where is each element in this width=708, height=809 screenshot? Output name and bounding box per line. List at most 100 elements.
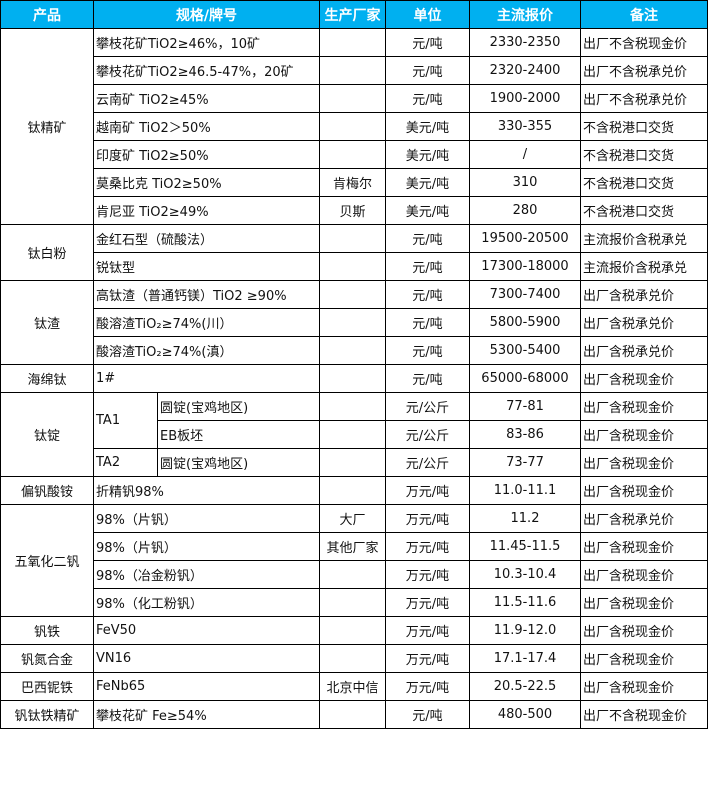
table-row: 98%（片钒） 其他厂家 万元/吨 11.45-11.5 出厂含税现金价 [1, 532, 708, 561]
spec-cell: 98%（冶金粉钒） [93, 560, 320, 589]
table-row: 98%（化工粉钒） 万元/吨 11.5-11.6 出厂含税现金价 [1, 588, 708, 617]
form-cell: 圆锭(宝鸡地区) [157, 392, 320, 421]
maker-cell [319, 420, 386, 449]
unit-cell: 元/吨 [385, 28, 470, 57]
maker-cell [319, 588, 386, 617]
table-row: 五氧化二钒 98%（片钒） 大厂 万元/吨 11.2 出厂含税承兑价 [0, 504, 708, 617]
spec-cell: FeV50 [93, 616, 320, 645]
spec-cell: 云南矿 TiO2≥45% [93, 84, 320, 113]
spec-cell: 越南矿 TiO2＞50% [93, 112, 320, 141]
price-cell: 7300-7400 [469, 280, 581, 309]
price-cell: 5800-5900 [469, 308, 581, 337]
maker-cell: 其他厂家 [319, 532, 386, 561]
price-cell: 2330-2350 [469, 28, 581, 57]
maker-cell [319, 280, 386, 309]
note-cell: 出厂含税现金价 [580, 476, 708, 505]
product-cell: 钛渣 [0, 280, 94, 365]
spec-cell: 酸溶渣TiO₂≥74%(滇） [93, 336, 320, 365]
unit-cell: 元/吨 [385, 308, 470, 337]
unit-cell: 万元/吨 [385, 504, 470, 533]
table-row: 98%（冶金粉钒） 万元/吨 10.3-10.4 出厂含税现金价 [1, 560, 708, 589]
header-product: 产品 [0, 0, 94, 29]
header-price: 主流报价 [469, 0, 581, 29]
grade-cell: TA2 [93, 448, 158, 477]
price-cell: 17.1-17.4 [469, 644, 581, 673]
price-cell: 11.2 [469, 504, 581, 533]
spec-cell: 酸溶渣TiO₂≥74%(川） [93, 308, 320, 337]
table-row: 越南矿 TiO2＞50% 美元/吨 330-355 不含税港口交货 [1, 112, 708, 141]
table-row: 钛渣 高钛渣（普通钙镁）TiO2 ≥90% 元/吨 7300-7400 出厂含税承兑价 [0, 280, 708, 365]
table-row: 印度矿 TiO2≥50% 美元/吨 / 不含税港口交货 [1, 140, 708, 169]
form-cell: EB板坯 [157, 420, 320, 449]
price-cell: 280 [469, 196, 581, 225]
unit-cell: 元/吨 [385, 700, 470, 729]
price-cell: 65000-68000 [469, 364, 581, 393]
header-note: 备注 [580, 0, 708, 29]
maker-cell: 大厂 [319, 504, 386, 533]
price-cell: 1900-2000 [469, 84, 581, 113]
note-cell: 出厂含税承兑价 [580, 336, 708, 365]
header-spec: 规格/牌号 [93, 0, 320, 29]
spec-cell: 莫桑比克 TiO2≥50% [93, 168, 320, 197]
unit-cell: 元/吨 [385, 84, 470, 113]
spec-cell: 攀枝花矿TiO2≥46%，10矿 [93, 28, 320, 57]
note-cell: 出厂不含税现金价 [580, 700, 708, 729]
product-cell: 巴西铌铁 [0, 672, 94, 701]
table-row: 云南矿 TiO2≥45% 元/吨 1900-2000 出厂不含税承兑价 [1, 84, 708, 113]
maker-cell [319, 476, 386, 505]
note-cell: 出厂含税现金价 [580, 420, 708, 449]
price-cell: 20.5-22.5 [469, 672, 581, 701]
note-cell: 出厂含税承兑价 [580, 504, 708, 533]
price-cell: 77-81 [469, 392, 581, 421]
price-cell: 19500-20500 [469, 224, 581, 253]
spec-cell: VN16 [93, 644, 320, 673]
unit-cell: 元/吨 [385, 252, 470, 281]
table-row: 巴西铌铁 FeNb65 北京中信 万元/吨 20.5-22.5 出厂含税现金价 [0, 672, 708, 701]
maker-cell [319, 308, 386, 337]
spec-cell: 高钛渣（普通钙镁）TiO2 ≥90% [93, 280, 320, 309]
unit-cell: 万元/吨 [385, 672, 470, 701]
note-cell: 出厂含税现金价 [580, 560, 708, 589]
grade-cell: TA1 [93, 392, 158, 449]
note-cell: 不含税港口交货 [580, 140, 708, 169]
unit-cell: 元/吨 [385, 56, 470, 85]
spec-cell: 锐钛型 [93, 252, 320, 281]
note-cell: 出厂含税现金价 [580, 448, 708, 477]
product-cell: 钛精矿 [0, 28, 94, 225]
unit-cell: 万元/吨 [385, 616, 470, 645]
spec-cell: 1# [93, 364, 320, 393]
product-cell: 钛锭 [0, 392, 94, 477]
product-cell: 钛白粉 [0, 224, 94, 281]
product-cell: 海绵钛 [0, 364, 94, 393]
table-row: 钒钛铁精矿 攀枝花矿 Fe≥54% 元/吨 480-500 出厂不含税现金价 [0, 700, 708, 729]
unit-cell: 美元/吨 [385, 112, 470, 141]
maker-cell: 贝斯 [319, 196, 386, 225]
unit-cell: 万元/吨 [385, 532, 470, 561]
maker-cell [319, 392, 386, 421]
header-unit: 单位 [385, 0, 470, 29]
unit-cell: 美元/吨 [385, 140, 470, 169]
price-cell: 480-500 [469, 700, 581, 729]
unit-cell: 万元/吨 [385, 560, 470, 589]
note-cell: 主流报价含税承兑 [580, 252, 708, 281]
maker-cell [319, 140, 386, 169]
unit-cell: 美元/吨 [385, 168, 470, 197]
unit-cell: 元/吨 [385, 224, 470, 253]
note-cell: 出厂含税现金价 [580, 364, 708, 393]
price-cell: 11.9-12.0 [469, 616, 581, 645]
spec-cell: 肯尼亚 TiO2≥49% [93, 196, 320, 225]
table-row: 偏钒酸铵 折精钒98% 万元/吨 11.0-11.1 出厂含税现金价 [0, 476, 708, 505]
table-row: 钛白粉 金红石型（硫酸法） 元/吨 19500-20500 主流报价含税承兑 [0, 224, 708, 281]
note-cell: 不含税港口交货 [580, 112, 708, 141]
product-cell: 钒氮合金 [0, 644, 94, 673]
note-cell: 出厂含税现金价 [580, 672, 708, 701]
note-cell: 出厂不含税现金价 [580, 28, 708, 57]
table-row: 海绵钛 1# 元/吨 65000-68000 出厂含税现金价 [0, 364, 708, 393]
table-row: 钛锭 TA1 圆锭(宝鸡地区) 元/公斤 77-81 出厂含税现金价 [0, 392, 708, 477]
price-cell: 5300-5400 [469, 336, 581, 365]
spec-cell: 98%（片钒） [93, 504, 320, 533]
form-cell: 圆锭(宝鸡地区) [157, 448, 320, 477]
table-row: 钛精矿 攀枝花矿TiO2≥46%，10矿 元/吨 2330-2350 出厂不含税现金价 [0, 28, 708, 225]
maker-cell: 北京中信 [319, 672, 386, 701]
note-cell: 出厂含税现金价 [580, 532, 708, 561]
